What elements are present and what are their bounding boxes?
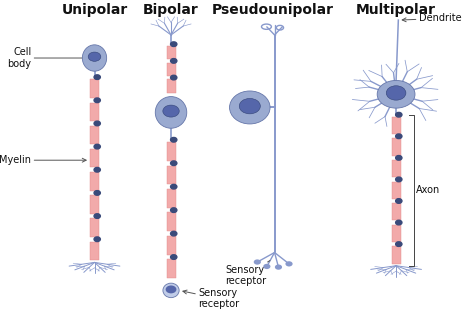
Text: Cell
body: Cell body (8, 47, 82, 69)
Circle shape (94, 167, 100, 172)
Text: Bipolar: Bipolar (143, 3, 199, 17)
Circle shape (171, 161, 177, 166)
Text: Pseudounipolar: Pseudounipolar (211, 3, 333, 17)
Ellipse shape (82, 45, 107, 71)
Circle shape (94, 190, 100, 195)
Text: Sensory
receptor: Sensory receptor (183, 288, 239, 309)
Polygon shape (392, 139, 401, 156)
Polygon shape (90, 241, 99, 260)
Circle shape (275, 264, 282, 270)
Circle shape (94, 98, 100, 103)
Circle shape (94, 214, 100, 218)
Polygon shape (166, 189, 175, 208)
Polygon shape (166, 46, 175, 59)
Polygon shape (90, 172, 99, 190)
Ellipse shape (229, 91, 270, 124)
Text: Dendrite: Dendrite (402, 13, 461, 23)
Circle shape (171, 208, 177, 212)
Circle shape (396, 199, 402, 203)
Polygon shape (90, 218, 99, 237)
Circle shape (285, 261, 292, 266)
Text: Unipolar: Unipolar (61, 3, 128, 17)
Polygon shape (166, 259, 175, 278)
Polygon shape (392, 160, 401, 177)
Ellipse shape (163, 283, 179, 298)
Circle shape (171, 231, 177, 236)
Polygon shape (166, 166, 175, 184)
Circle shape (396, 177, 402, 182)
Text: Axon: Axon (416, 185, 440, 195)
Polygon shape (90, 149, 99, 167)
Circle shape (396, 220, 402, 225)
Polygon shape (90, 126, 99, 144)
Text: Multipolar: Multipolar (356, 3, 436, 17)
Polygon shape (166, 212, 175, 231)
Circle shape (163, 105, 179, 117)
Polygon shape (392, 181, 401, 199)
Polygon shape (392, 246, 401, 263)
Polygon shape (392, 117, 401, 134)
Polygon shape (90, 195, 99, 214)
Circle shape (94, 237, 100, 241)
Circle shape (171, 138, 177, 142)
Circle shape (263, 264, 271, 269)
Circle shape (88, 52, 101, 61)
Circle shape (94, 121, 100, 126)
Polygon shape (392, 225, 401, 242)
Circle shape (94, 75, 100, 80)
Polygon shape (90, 103, 99, 121)
Ellipse shape (155, 97, 187, 128)
Circle shape (254, 259, 261, 265)
Ellipse shape (377, 81, 415, 108)
Circle shape (171, 75, 177, 80)
Circle shape (171, 42, 177, 47)
Circle shape (396, 156, 402, 160)
Circle shape (396, 242, 402, 246)
Text: Myelin: Myelin (0, 155, 86, 165)
Polygon shape (166, 79, 175, 93)
Polygon shape (166, 63, 175, 76)
Circle shape (239, 99, 260, 114)
Polygon shape (166, 142, 175, 161)
Circle shape (171, 59, 177, 63)
Circle shape (94, 144, 100, 149)
Circle shape (171, 184, 177, 189)
Circle shape (396, 113, 402, 117)
Polygon shape (166, 236, 175, 255)
Circle shape (396, 134, 402, 139)
Circle shape (386, 86, 406, 100)
Circle shape (171, 255, 177, 259)
Circle shape (165, 285, 176, 293)
Text: Sensory
receptor: Sensory receptor (225, 260, 270, 286)
Polygon shape (90, 80, 99, 98)
Polygon shape (392, 203, 401, 220)
